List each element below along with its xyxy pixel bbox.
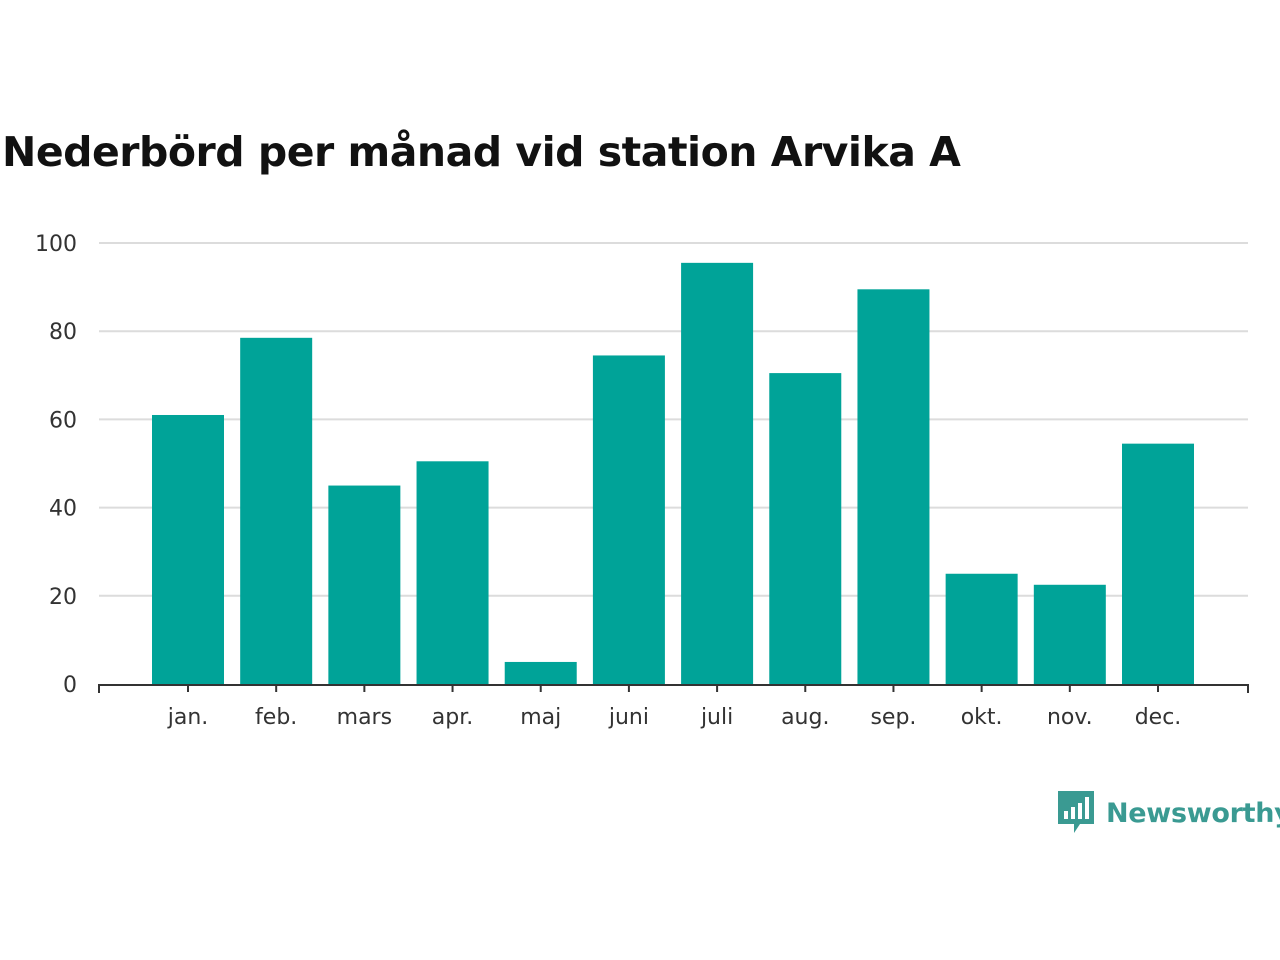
y-tick-label: 0 — [63, 673, 77, 698]
x-axis — [98, 684, 1249, 693]
newsworthy-logo[interactable]: Newsworthy — [1058, 791, 1280, 835]
x-tick-label: aug. — [781, 705, 829, 730]
bar — [240, 337, 313, 684]
bar — [504, 661, 577, 684]
x-tick-label: feb. — [255, 705, 297, 730]
x-tick-label: apr. — [432, 705, 473, 730]
y-tick-label: 20 — [49, 585, 77, 610]
x-axis-tick-labels: jan. feb. mars apr. maj juni juli aug. sep. okt. n… — [167, 705, 1182, 730]
y-tick-label: 40 — [49, 497, 77, 522]
bar — [592, 355, 665, 684]
bar — [1033, 584, 1106, 684]
x-tick-label: jan. — [167, 705, 209, 730]
newsworthy-logo-text: Newsworthy — [1106, 797, 1280, 829]
x-tick-label: juli — [700, 705, 733, 730]
x-tick-label: dec. — [1135, 705, 1182, 730]
x-tick-label: maj — [520, 705, 561, 730]
x-tick-label: okt. — [961, 705, 1003, 730]
y-tick-label: 100 — [35, 232, 77, 257]
bar — [857, 289, 930, 684]
bars — [152, 262, 1194, 684]
chart-title: Nederbörd per månad vid station Arvika A — [2, 128, 961, 176]
bar — [769, 373, 842, 684]
x-tick-label: nov. — [1047, 705, 1093, 730]
bar — [416, 461, 489, 684]
bar — [945, 573, 1018, 684]
bar — [1122, 443, 1194, 684]
x-tick-label: mars — [337, 705, 392, 730]
newsworthy-logo-icon — [1058, 791, 1094, 833]
y-tick-label: 60 — [49, 408, 77, 433]
bar — [681, 262, 754, 684]
x-tick-label: sep. — [870, 705, 916, 730]
y-axis-tick-labels: 0 20 40 60 80 100 — [35, 232, 77, 698]
bar — [328, 485, 401, 684]
x-tick-label: juni — [608, 705, 649, 730]
y-tick-label: 80 — [49, 320, 77, 345]
bar — [152, 414, 224, 684]
